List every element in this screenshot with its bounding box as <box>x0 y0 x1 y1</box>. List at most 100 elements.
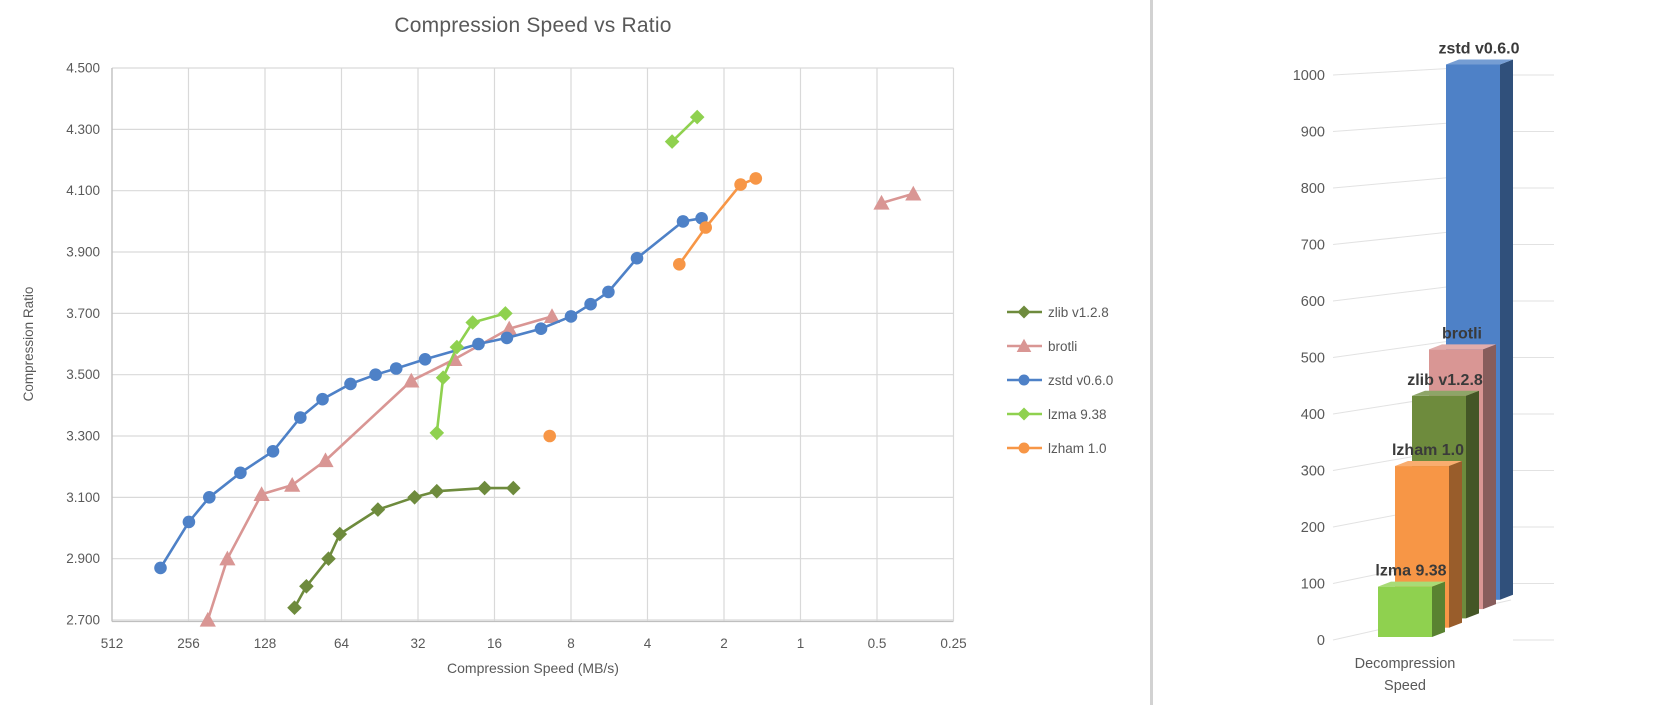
data-point-marker <box>369 368 382 382</box>
circle-legend-marker-icon <box>1007 374 1042 386</box>
y-tick-label: 4.500 <box>66 61 100 76</box>
x-tick-label: 4 <box>644 636 652 651</box>
x-tick-label: 16 <box>487 636 502 651</box>
decompression-bar-chart-3d: 0 100 200 300 400 500 600 700 800 900 1000 lzma 9.3… <box>1293 41 1554 649</box>
data-point-marker <box>676 215 690 228</box>
x-tick-label: 1 <box>797 636 805 651</box>
y-tick-label: 4.300 <box>66 122 100 137</box>
legend-item-lzham-1-0: lzham 1.0 <box>1006 431 1113 465</box>
legend-label: brotli <box>1048 338 1078 354</box>
series-line <box>670 115 699 143</box>
x-tick-label: 0.5 <box>868 636 887 651</box>
data-point-marker <box>332 526 348 542</box>
data-point-marker <box>299 579 314 594</box>
bar-side-face <box>1449 461 1462 628</box>
data-point-marker <box>477 480 492 496</box>
bar-y-tick-label: 200 <box>1301 520 1325 536</box>
x-tick-label: 512 <box>101 636 124 651</box>
data-point-marker <box>501 320 518 336</box>
bar-y-tick-label: 100 <box>1301 577 1325 593</box>
data-point-marker <box>602 285 615 299</box>
diamond-legend-marker-icon <box>1007 305 1042 319</box>
bar-label-lzma-9-38: lzma 9.38 <box>1375 563 1446 580</box>
data-point-marker <box>253 486 270 501</box>
circle-legend-marker-icon <box>1007 442 1042 454</box>
data-point-marker <box>734 178 747 191</box>
data-point-marker <box>234 466 247 480</box>
series-lzham-1-0 <box>543 172 763 443</box>
data-point-marker <box>219 550 236 566</box>
data-point-marker <box>564 310 578 323</box>
data-point-marker <box>506 480 521 496</box>
bar-label-zstd-v0-6-0: zstd v0.6.0 <box>1439 41 1520 58</box>
bar-y-tick-label: 500 <box>1301 351 1325 367</box>
legend-item-zstd-v0-6-0: zstd v0.6.0 <box>1006 363 1113 397</box>
bar-side-face <box>1500 59 1513 600</box>
data-point-marker <box>905 185 922 201</box>
bar-top-face <box>1378 581 1445 587</box>
data-point-marker <box>673 258 686 271</box>
data-point-marker <box>664 134 680 149</box>
x-tick-label: 8 <box>567 636 575 651</box>
data-point-marker <box>389 362 403 375</box>
bar-lzma-9-38 <box>1378 581 1445 637</box>
bar-y-tick-label: 700 <box>1301 238 1325 254</box>
series-brotli <box>199 185 922 627</box>
data-point-marker <box>630 251 644 265</box>
diamond-legend-marker-icon <box>1007 407 1042 421</box>
series-line <box>678 177 758 266</box>
data-point-marker <box>873 194 890 210</box>
data-point-marker <box>418 353 432 366</box>
data-point-marker <box>284 477 301 492</box>
x-tick-label: 2 <box>720 636 728 651</box>
bar-y-tick-label: 1000 <box>1293 68 1325 84</box>
series-line <box>159 217 703 570</box>
triangle-legend-marker-icon <box>1007 338 1042 352</box>
data-point-marker <box>435 370 451 385</box>
legend-label: zstd v0.6.0 <box>1048 372 1114 388</box>
data-point-marker <box>500 331 514 345</box>
series-line <box>293 486 515 609</box>
x-tick-label: 32 <box>410 636 425 651</box>
bar-top-face <box>1446 59 1513 65</box>
series-lzma-9-38 <box>429 109 705 441</box>
data-point-marker <box>316 392 329 406</box>
charts-divider <box>1150 0 1153 705</box>
bar-side-face <box>1483 344 1496 610</box>
data-point-marker <box>584 297 597 311</box>
data-point-marker <box>294 411 307 424</box>
series-zstd-v0-6-0 <box>154 212 708 575</box>
y-tick-label: 3.900 <box>66 245 100 260</box>
bar-top-face <box>1395 461 1462 467</box>
bar-front-face <box>1378 586 1432 637</box>
series-line <box>435 312 507 435</box>
data-point-marker <box>429 483 445 499</box>
y-tick-label: 3.300 <box>66 429 100 444</box>
data-point-marker <box>472 337 485 351</box>
data-point-marker <box>749 172 763 185</box>
x-tick-label: 0.25 <box>940 636 966 651</box>
y-tick-label: 3.700 <box>66 306 100 321</box>
compression-scatter-chart: 512 256 128 64 32 16 8 4 2 1 0.5 0.25 2.700 2.900 3.10… <box>66 61 966 651</box>
data-point-marker <box>317 452 334 468</box>
data-point-marker <box>154 561 167 575</box>
y-tick-label: 2.700 <box>66 613 100 628</box>
legend-item-brotli: brotli <box>1006 329 1113 363</box>
bar-side-face <box>1432 581 1445 637</box>
bar-top-face <box>1412 390 1479 396</box>
x-tick-label: 128 <box>254 636 277 651</box>
y-tick-label: 3.100 <box>66 490 100 505</box>
bar-y-tick-label: 800 <box>1301 181 1325 197</box>
y-tick-label: 4.100 <box>66 183 100 198</box>
legend-item-zlib-v1-2-8: zlib v1.2.8 <box>1006 295 1113 329</box>
bar-label-brotli: brotli <box>1442 325 1482 342</box>
data-point-marker <box>370 502 386 517</box>
data-point-marker <box>429 425 445 441</box>
bar-label-zlib-v1-2-8: zlib v1.2.8 <box>1407 372 1483 389</box>
bar-y-tick-label: 400 <box>1301 407 1325 423</box>
data-point-marker <box>344 377 357 391</box>
bar-y-tick-label: 900 <box>1301 125 1325 141</box>
y-tick-label: 2.900 <box>66 551 100 566</box>
legend-label: lzma 9.38 <box>1048 406 1107 422</box>
